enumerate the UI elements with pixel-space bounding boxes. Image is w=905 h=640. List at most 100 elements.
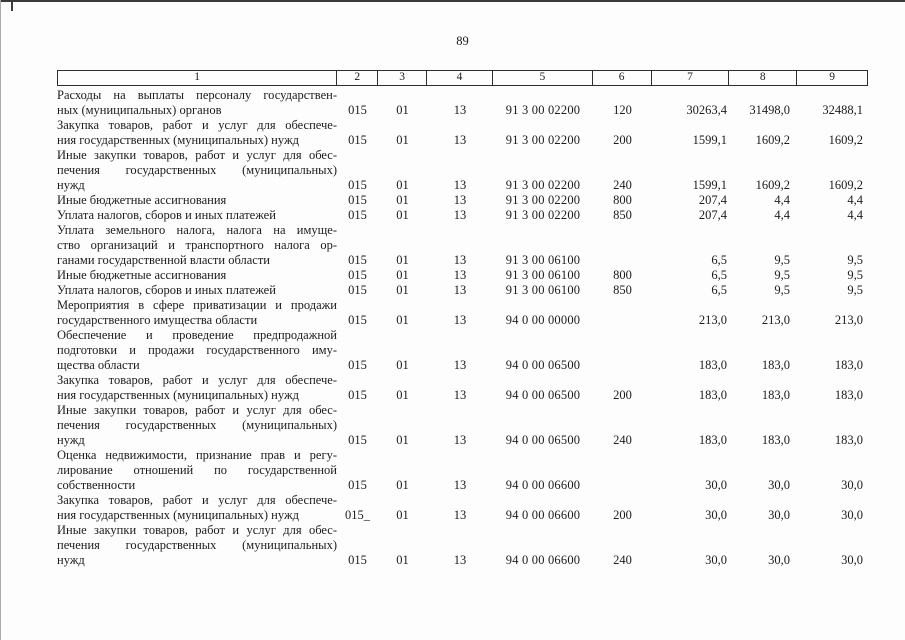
expense-name-line: Закупка товаров, работ и услуг для обесп… xyxy=(57,493,337,507)
expense-name-line: нужд xyxy=(57,553,85,567)
cell-col7: 183,0 xyxy=(698,358,727,372)
cell-col2: 015 xyxy=(348,553,367,567)
header-col2: 2 xyxy=(337,71,379,85)
table-row: Уплата земельного налога, налога на имущ… xyxy=(57,223,868,268)
cell-col8: 9,5 xyxy=(774,283,790,297)
expense-name-line: лирование отношений по государственной xyxy=(57,463,337,477)
expense-name-line: Уплата налогов, сборов и иных платежей xyxy=(57,208,276,222)
cell-col4: 13 xyxy=(453,208,467,222)
expense-name-line: Иные бюджетные ассигнования xyxy=(57,268,227,282)
table-row: Закупка товаров, работ и услуг для обесп… xyxy=(57,493,868,523)
header-col8: 8 xyxy=(729,71,798,85)
cell-col3: 01 xyxy=(396,193,409,207)
cell-col9: 9,5 xyxy=(847,253,863,267)
cell-col7: 183,0 xyxy=(698,388,727,402)
cell-col1: Иные закупки товаров, работ и услуг для … xyxy=(57,403,337,448)
cell-col5: 94 0 00 06600 xyxy=(505,478,581,492)
expense-name-line: ния государственных (муниципальных) нужд xyxy=(57,133,299,147)
cell-col7: 6,5 xyxy=(711,268,727,282)
cell-col4: 13 xyxy=(453,178,467,192)
cell-col8: 9,5 xyxy=(774,268,790,282)
cell-col9: 1609,2 xyxy=(828,133,863,147)
scan-corner-tick xyxy=(11,0,13,11)
cell-col7: 30,0 xyxy=(705,508,727,522)
expense-name-line: Мероприятия в сфере приватизации и прода… xyxy=(57,298,337,312)
expense-name-line: щества области xyxy=(57,358,140,372)
cell-col9: 183,0 xyxy=(834,433,863,447)
table-row: Расходы на выплаты персоналу государстве… xyxy=(57,88,868,118)
cell-col1: Уплата налогов, сборов и иных платежей xyxy=(57,283,337,298)
cell-col5: 94 0 00 06500 xyxy=(505,433,581,447)
cell-col6: 850 xyxy=(613,283,632,297)
cell-col5: 91 3 00 02200 xyxy=(505,178,581,192)
cell-col5: 94 0 00 06500 xyxy=(505,358,581,372)
header-col1: 1 xyxy=(58,71,338,85)
cell-col7: 30,0 xyxy=(705,478,727,492)
cell-col2: 015 xyxy=(348,358,367,372)
expense-name-line: Уплата налогов, сборов и иных платежей xyxy=(57,283,276,297)
expense-name-line: печения государственных (муниципальных) xyxy=(57,418,337,432)
expense-name-line: нужд xyxy=(57,178,85,192)
cell-col3: 01 xyxy=(396,478,409,492)
cell-col8: 213,0 xyxy=(761,313,790,327)
cell-col1: Иные закупки товаров, работ и услуг для … xyxy=(57,148,337,193)
cell-col2: 015 xyxy=(348,178,367,192)
scan-top-edge-line xyxy=(0,0,905,2)
expense-name-line: ния государственных (муниципальных) нужд xyxy=(57,388,299,402)
cell-col5: 91 3 00 06100 xyxy=(505,268,581,282)
cell-col2: 015 xyxy=(348,193,367,207)
cell-col6: 240 xyxy=(613,433,632,447)
header-col3: 3 xyxy=(378,71,428,85)
expense-name-line: Иные закупки товаров, работ и услуг для … xyxy=(57,403,337,417)
expense-name-line: ния государственных (муниципальных) нужд xyxy=(57,508,299,522)
table-row: Иные закупки товаров, работ и услуг для … xyxy=(57,148,868,193)
expense-name-line: Расходы на выплаты персоналу государстве… xyxy=(57,88,337,102)
cell-col7: 1599,1 xyxy=(692,178,727,192)
table-row: Закупка товаров, работ и услуг для обесп… xyxy=(57,373,868,403)
cell-col5: 91 3 00 06100 xyxy=(505,253,581,267)
cell-col8: 1609,2 xyxy=(755,133,790,147)
header-col5: 5 xyxy=(493,71,593,85)
cell-col8: 4,4 xyxy=(774,208,790,222)
cell-col3: 01 xyxy=(396,178,409,192)
cell-col6: 800 xyxy=(613,268,632,282)
cell-col2: 015 xyxy=(348,103,367,117)
cell-col5: 91 3 00 02200 xyxy=(505,208,581,222)
cell-col9: 183,0 xyxy=(834,388,863,402)
cell-col6: 850 xyxy=(613,208,632,222)
cell-col6: 800 xyxy=(613,193,632,207)
cell-col2: 015 xyxy=(348,268,367,282)
cell-col6: 240 xyxy=(613,178,632,192)
cell-col7: 6,5 xyxy=(711,283,727,297)
cell-col9: 30,0 xyxy=(841,508,863,522)
cell-col4: 13 xyxy=(453,508,467,522)
cell-col2: 015_ xyxy=(345,508,370,522)
expense-name-line: печения государственных (муниципальных) xyxy=(57,163,337,177)
table-row: Мероприятия в сфере приватизации и прода… xyxy=(57,298,868,328)
cell-col9: 32488,1 xyxy=(822,103,863,117)
header-col6: 6 xyxy=(593,71,652,85)
expense-name-line: Закупка товаров, работ и услуг для обесп… xyxy=(57,373,337,387)
table-body: Расходы на выплаты персоналу государстве… xyxy=(57,88,868,568)
cell-col4: 13 xyxy=(453,193,467,207)
cell-col5: 91 3 00 02200 xyxy=(505,103,581,117)
expense-name-line: Иные закупки товаров, работ и услуг для … xyxy=(57,148,337,162)
cell-col4: 13 xyxy=(453,313,467,327)
cell-col8: 4,4 xyxy=(774,193,790,207)
cell-col4: 13 xyxy=(453,103,467,117)
cell-col5: 94 0 00 00000 xyxy=(505,313,581,327)
cell-col1: Уплата земельного налога, налога на имущ… xyxy=(57,223,337,268)
cell-col3: 01 xyxy=(396,508,409,522)
cell-col7: 6,5 xyxy=(711,253,727,267)
cell-col9: 30,0 xyxy=(841,478,863,492)
cell-col2: 015 xyxy=(348,208,367,222)
cell-col7: 30,0 xyxy=(705,553,727,567)
expense-name-line: печения государственных (муниципальных) xyxy=(57,538,337,552)
cell-col3: 01 xyxy=(396,208,409,222)
cell-col1: Иные бюджетные ассигнования xyxy=(57,268,337,283)
table-row: Обеспечение и проведение предпродажной по… xyxy=(57,328,868,373)
cell-col8: 1609,2 xyxy=(755,178,790,192)
cell-col9: 9,5 xyxy=(847,268,863,282)
cell-col6: 120 xyxy=(613,103,632,117)
